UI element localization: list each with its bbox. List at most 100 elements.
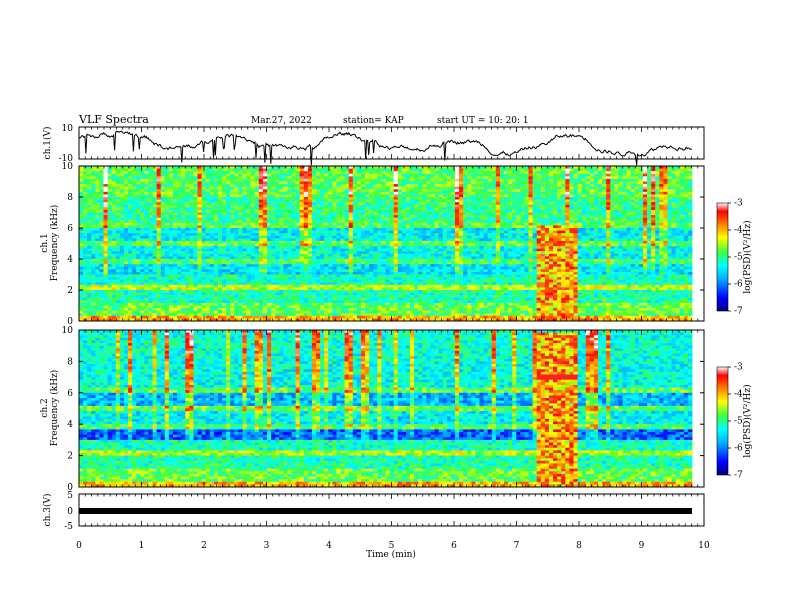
spectrogram-cell [614,176,618,179]
spectrogram-cell [386,246,390,249]
spectrogram-cell [524,233,528,236]
spectrogram-cell [345,228,349,231]
spectrogram-cell [300,210,304,213]
spectrogram-cell [349,225,353,228]
spectrogram-cell [361,174,365,177]
spectrogram-cell [430,194,434,197]
spectrogram-cell [430,220,434,223]
spectrogram-cell [242,174,246,177]
spectrogram-cell [533,207,537,210]
spectrogram-cell [185,179,189,182]
spectrogram-cell [308,238,312,241]
spectrogram-cell [471,244,475,247]
spectrogram-cell [271,194,275,197]
spectrogram-cell [214,246,218,249]
spectrogram-cell [627,225,631,228]
spectrogram-cell [345,225,349,228]
spectrogram-cell [292,215,296,218]
spectrogram-cell [475,236,479,239]
spectrogram-cell [95,174,99,177]
spectrogram-cell [414,236,418,239]
spectrogram-cell [153,213,157,216]
spectrogram-cell [386,249,390,252]
spectrogram-cell [402,179,406,182]
spectrogram-cell [610,184,614,187]
spectrogram-cell [390,215,394,218]
spectrogram-cell [238,246,242,249]
spectrogram-cell [667,220,671,223]
spectrogram-cell [173,205,177,208]
spectrogram-cell [623,192,627,195]
spectrogram-cell [537,233,541,236]
spectrogram-cell [590,207,594,210]
spectrogram-cell [655,184,659,187]
spectrogram-cell [124,215,128,218]
spectrogram-cell [177,182,181,185]
spectrogram-cell [198,174,202,177]
spectrogram-cell [488,249,492,252]
spectrogram-cell [500,169,504,172]
spectrogram-cell [561,220,565,223]
spectrogram-cell [439,189,443,192]
spectrogram-cell [193,215,197,218]
spectrogram-cell [357,210,361,213]
spectrogram-cell [373,236,377,239]
spectrogram-cell [226,215,230,218]
spectrogram-cell [623,220,627,223]
spectrogram-cell [91,192,95,195]
spectrogram-cell [643,174,647,177]
spectrogram-cell [128,218,132,221]
spectrogram-cell [631,179,635,182]
spectrogram-cell [148,210,152,213]
spectrogram-cell [365,179,369,182]
spectrogram-cell [251,236,255,239]
spectrogram-cell [312,189,316,192]
spectrogram-cell [549,174,553,177]
spectrogram-cell [308,231,312,234]
spectrogram-cell [99,218,103,221]
spectrogram-cell [680,244,684,247]
spectrogram-cell [161,244,165,247]
spectrogram-cell [124,223,128,226]
spectrogram-cell [414,192,418,195]
spectrogram-cell [602,223,606,226]
spectrogram-cell [193,197,197,200]
spectrogram-cell [533,182,537,185]
spectrogram-cell [332,171,336,174]
spectrogram-cell [132,241,136,244]
spectrogram-cell [140,210,144,213]
spectrogram-cell [247,231,251,234]
spectrogram-cell [210,171,214,174]
spectrogram-cell [488,223,492,226]
spectrogram-cell [300,184,304,187]
spectrogram-cell [635,169,639,172]
spectrogram-cell [569,225,573,228]
spectrogram-cell [578,233,582,236]
spectrogram-cell [202,213,206,216]
spectrogram-cell [557,210,561,213]
spectrogram-cell [565,231,569,234]
spectrogram-cell [361,171,365,174]
spectrogram-cell [606,215,610,218]
spectrogram-cell [386,220,390,223]
spectrogram-cell [345,187,349,190]
spectrogram-cell [177,210,181,213]
spectrogram-cell [136,238,140,241]
spectrogram-cell [672,223,676,226]
spectrogram-cell [680,210,684,213]
spectrogram-cell [598,189,602,192]
spectrogram-cell [435,210,439,213]
spectrogram-cell [484,184,488,187]
spectrogram-cell [635,197,639,200]
spectrogram-cell [198,246,202,249]
spectrogram-cell [435,231,439,234]
spectrogram-cell [467,228,471,231]
spectrogram-cell [430,197,434,200]
spectrogram-cell [140,169,144,172]
spectrogram-cell [165,182,169,185]
spectrogram-cell [238,184,242,187]
spectrogram-cell [516,176,520,179]
spectrogram-cell [251,249,255,252]
spectrogram-cell [120,202,124,205]
spectrogram-cell [627,218,631,221]
